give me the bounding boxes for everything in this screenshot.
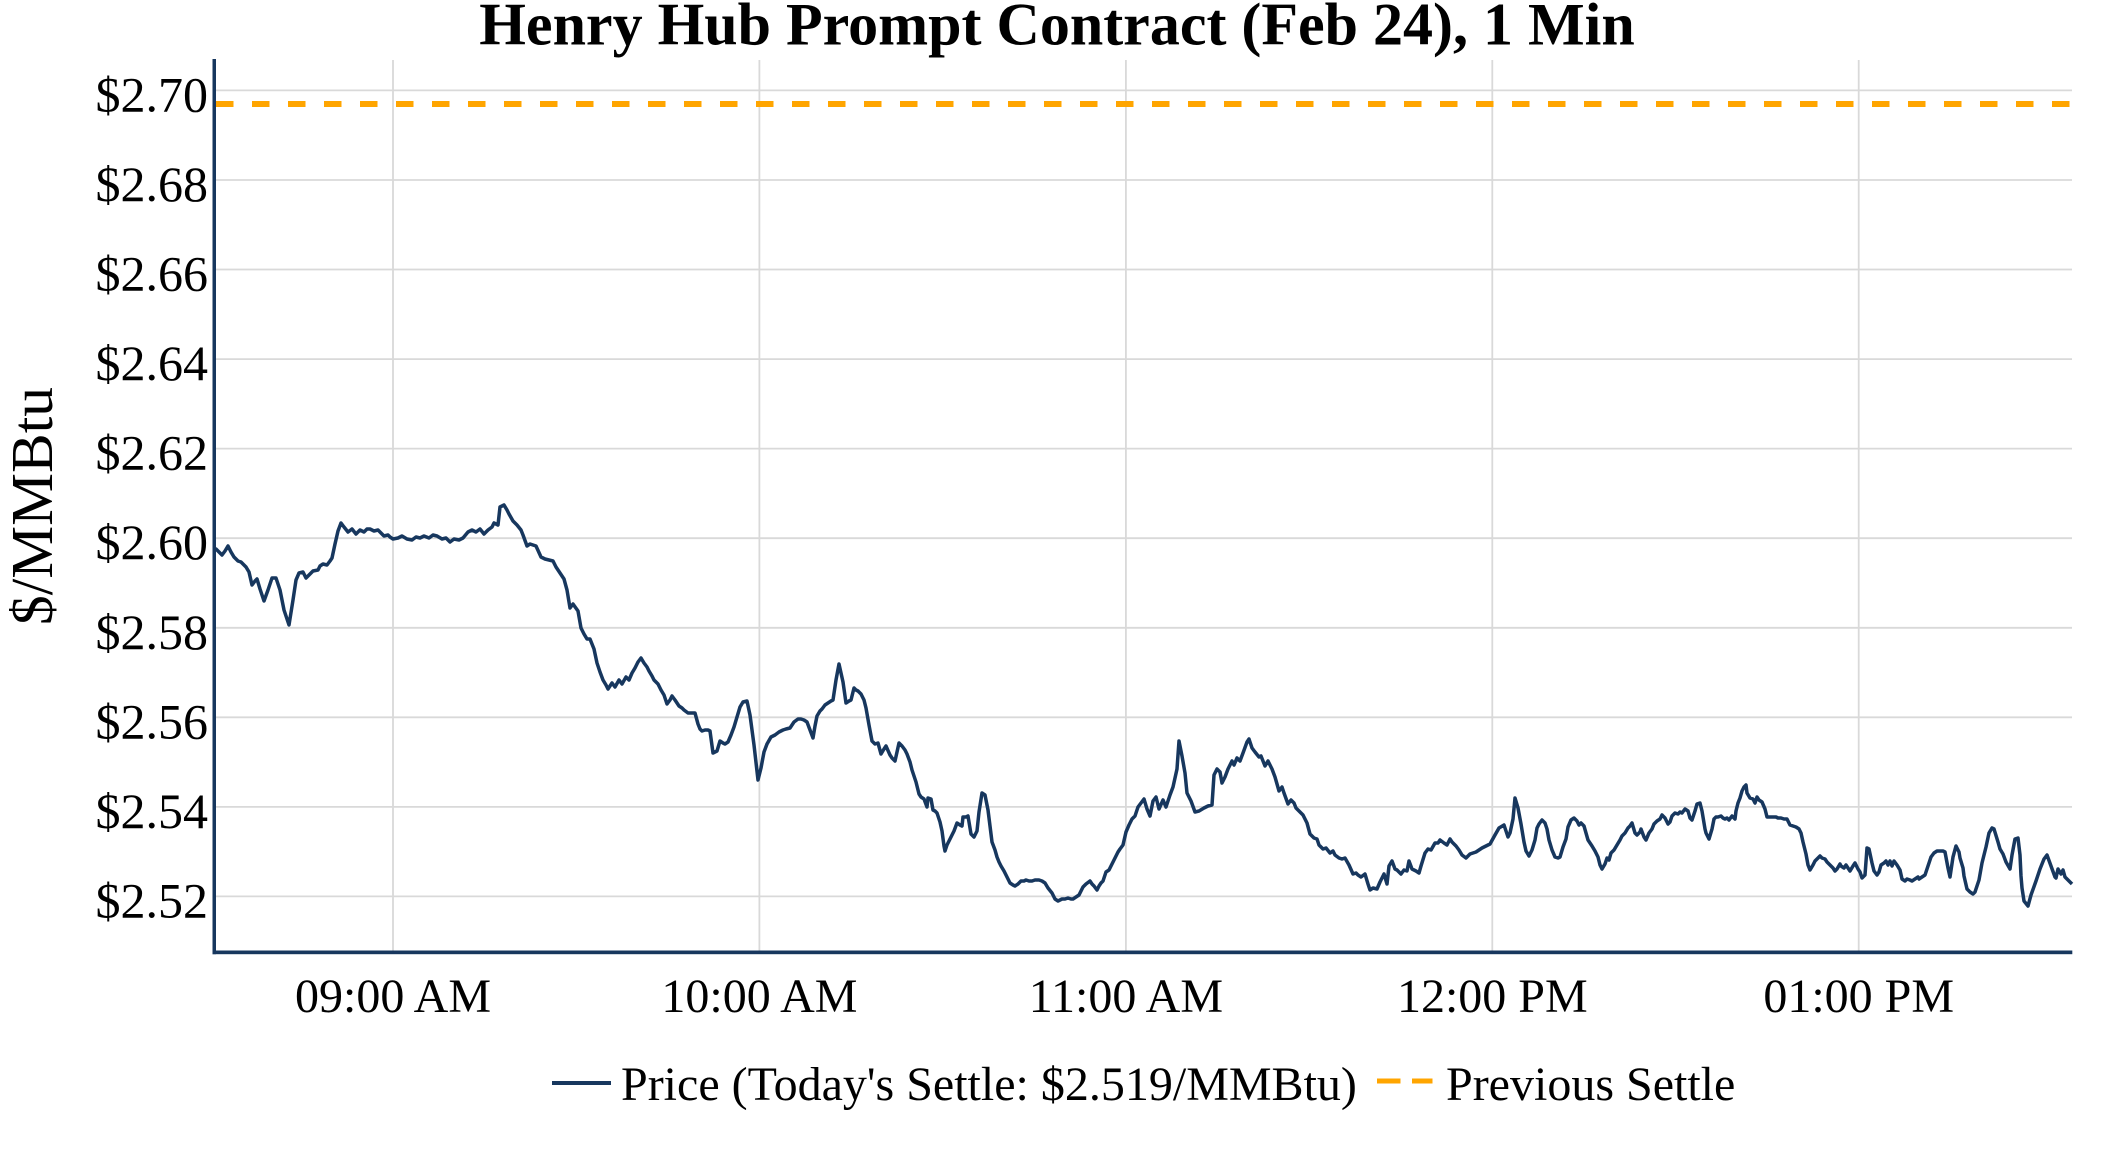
svg-text:$/MMBtu: $/MMBtu (0, 387, 65, 625)
svg-text:11:00 AM: 11:00 AM (1029, 970, 1223, 1023)
svg-text:$2.54: $2.54 (96, 783, 209, 839)
svg-text:09:00 AM: 09:00 AM (295, 970, 491, 1023)
svg-text:Henry Hub Prompt Contract (Feb: Henry Hub Prompt Contract (Feb 24), 1 Mi… (479, 0, 1634, 58)
svg-text:$2.56: $2.56 (96, 693, 209, 749)
svg-text:$2.58: $2.58 (96, 604, 209, 660)
svg-text:$2.62: $2.62 (96, 425, 209, 481)
svg-text:12:00 PM: 12:00 PM (1397, 970, 1588, 1023)
svg-text:$2.60: $2.60 (96, 514, 209, 570)
svg-text:Previous Settle: Previous Settle (1446, 1058, 1735, 1111)
svg-text:10:00 AM: 10:00 AM (661, 970, 857, 1023)
svg-text:Price (Today's Settle: $2.519/: Price (Today's Settle: $2.519/MMBtu) (621, 1058, 1357, 1111)
svg-text:$2.64: $2.64 (96, 335, 209, 391)
svg-text:$2.70: $2.70 (96, 66, 209, 122)
svg-text:$2.52: $2.52 (96, 872, 209, 928)
svg-text:$2.68: $2.68 (96, 156, 209, 212)
svg-text:$2.66: $2.66 (96, 246, 209, 302)
svg-text:01:00 PM: 01:00 PM (1763, 970, 1954, 1023)
